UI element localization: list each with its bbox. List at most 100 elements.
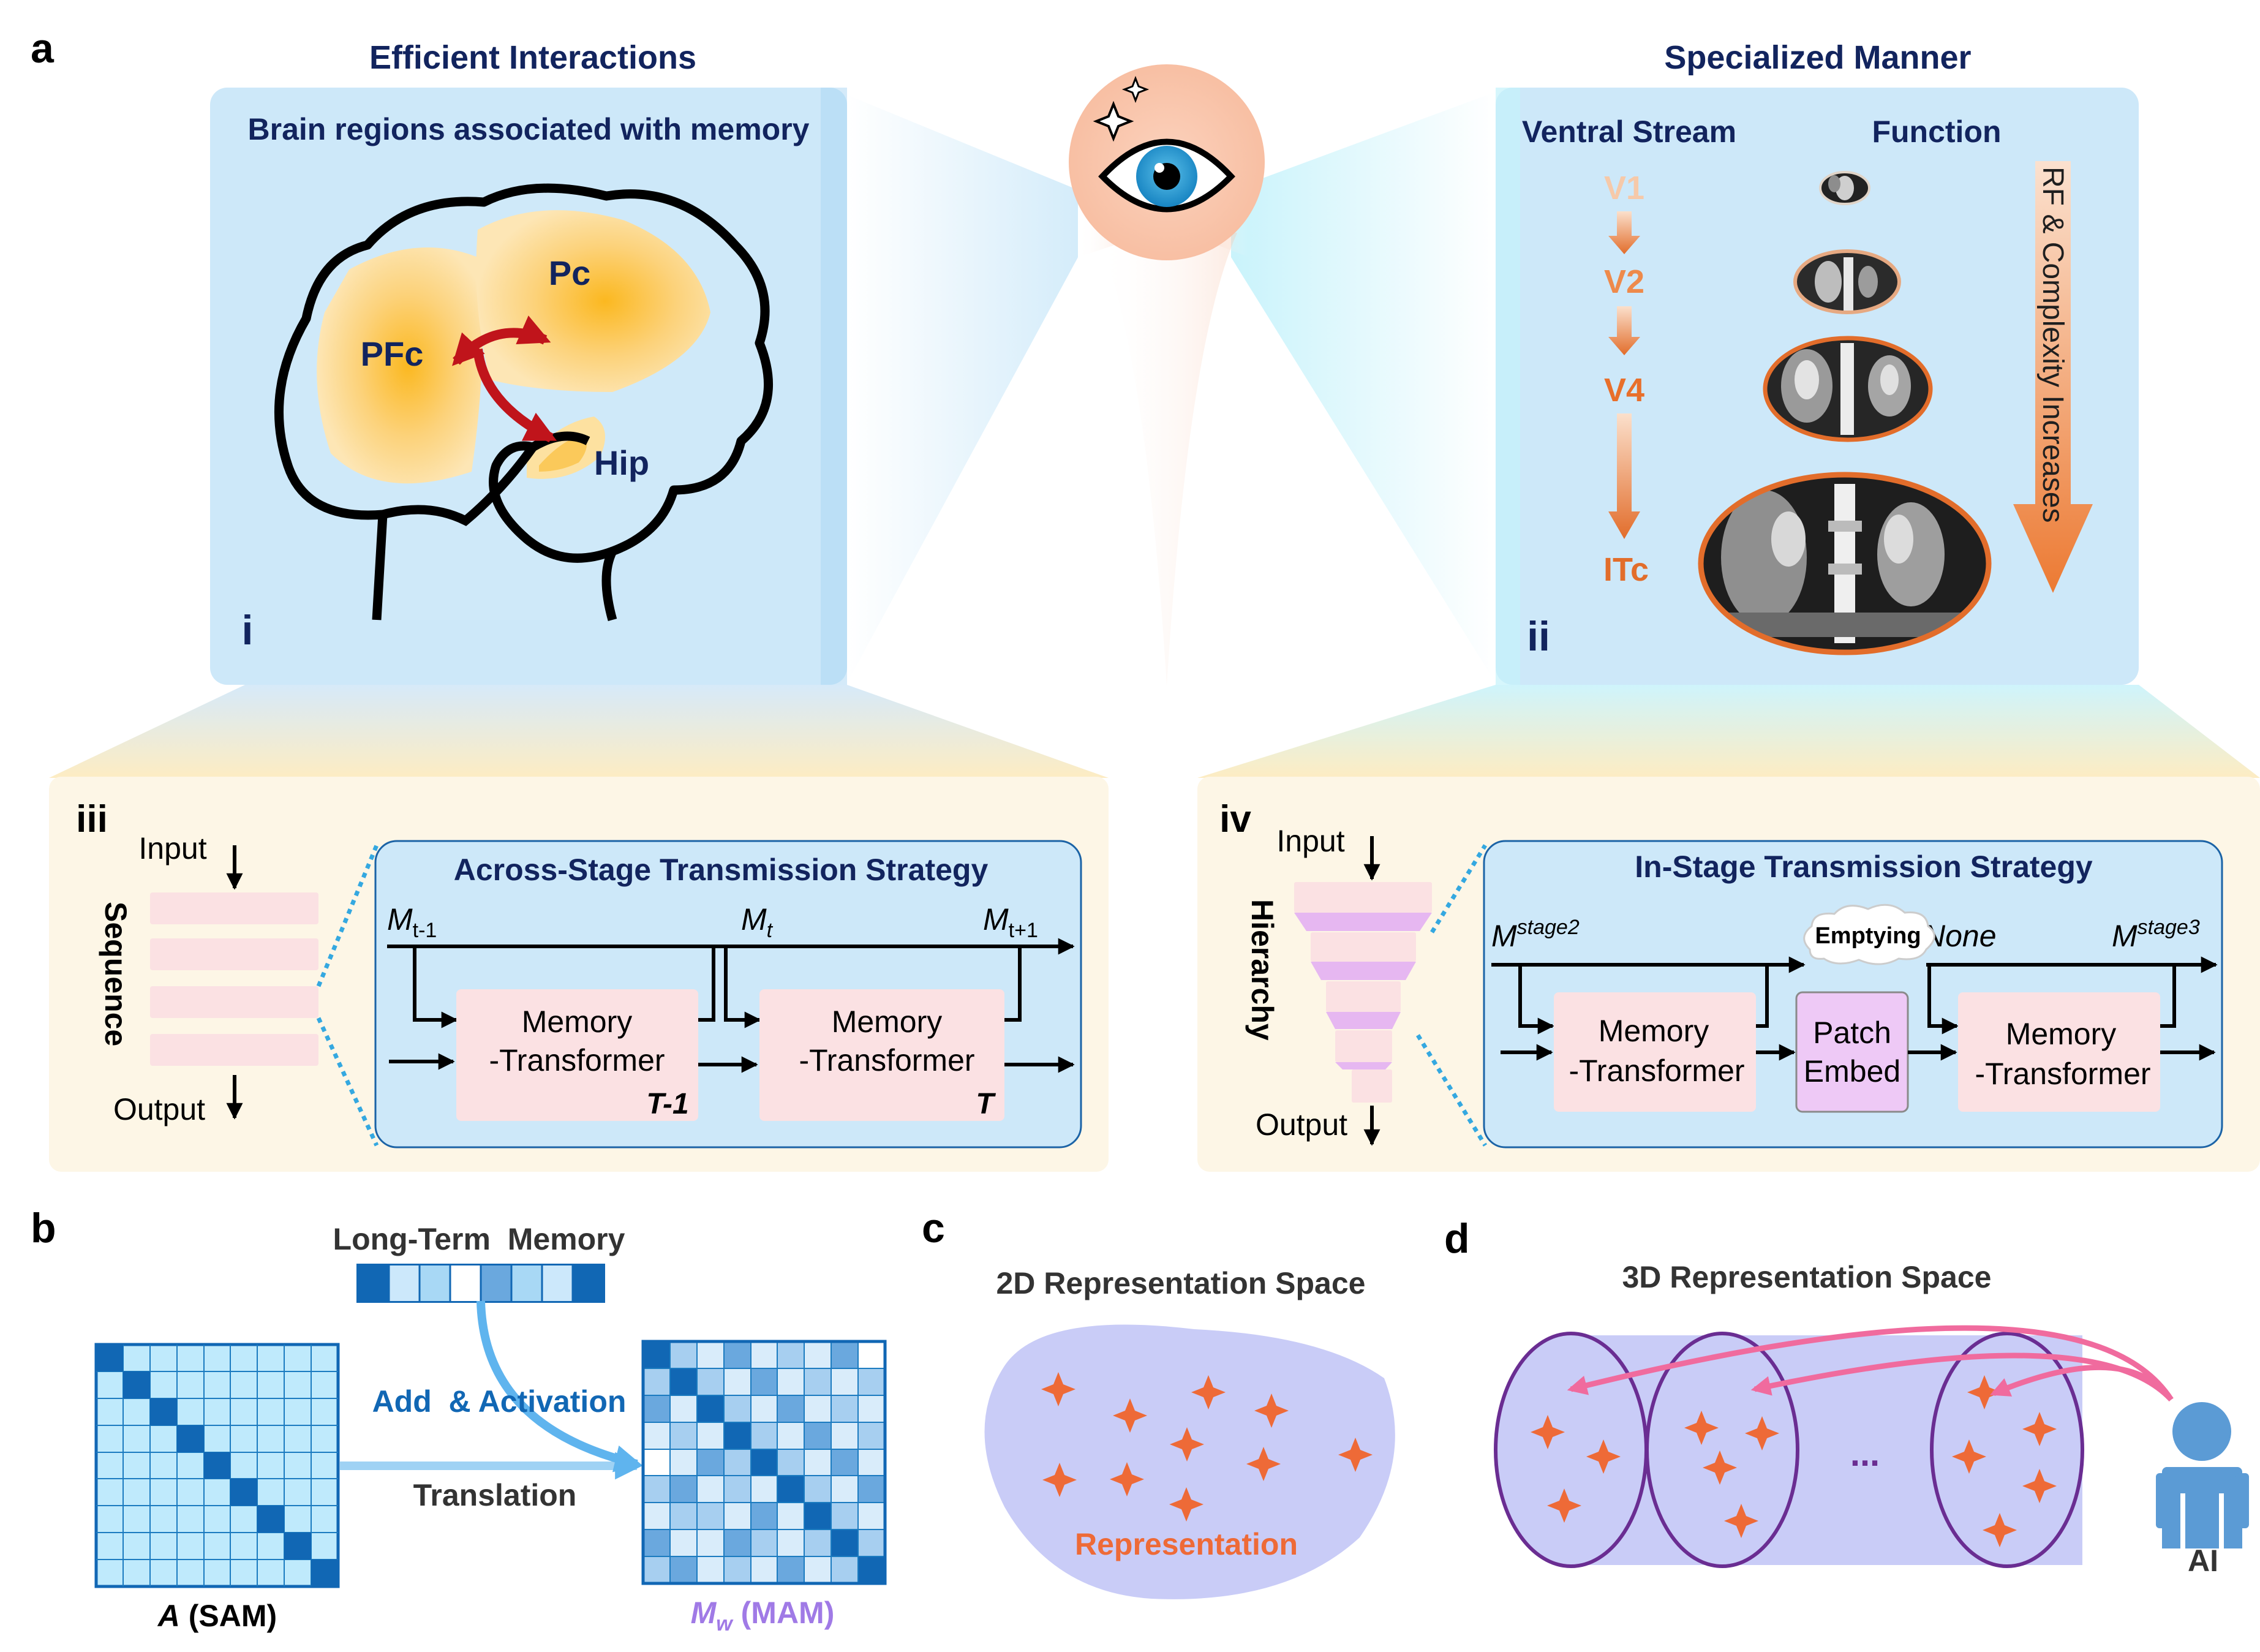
ai-person-icon — [2156, 1402, 2249, 1548]
hierarchy-block — [1311, 932, 1416, 962]
iii-m-cur: Mt — [741, 902, 774, 942]
iv-patch-line1: Patch — [1813, 1016, 1891, 1050]
hierarchy-block — [1294, 882, 1432, 913]
iii-sequence-stack — [150, 892, 318, 1066]
iii-block2-tag: T — [976, 1088, 996, 1120]
iv-patch-line2: Embed — [1804, 1054, 1900, 1088]
label-hip: Hip — [594, 443, 649, 482]
iv-memory-branch-2 — [1927, 965, 1959, 1035]
iii-output: Output — [113, 1092, 205, 1126]
label-pfc: PFc — [361, 334, 424, 373]
ventral-stages: V1 V2 V4 ITc — [1603, 170, 1649, 588]
rep-point — [1246, 1447, 1281, 1481]
rep-point — [1703, 1450, 1737, 1485]
iv-output: Output — [1256, 1107, 1347, 1142]
rep-point — [1952, 1439, 1986, 1474]
c-representation-points — [1041, 1372, 1373, 1522]
hierarchy-block — [1335, 1030, 1392, 1062]
d-ellipsis: ... — [1850, 1434, 1880, 1474]
brain-title: Brain regions associated with memory — [248, 112, 810, 146]
rep-point — [1338, 1438, 1373, 1472]
iv-patch-embed — [1795, 991, 1909, 1113]
rep-point — [1983, 1513, 2017, 1547]
c-title: 2D Representation Space — [996, 1266, 1366, 1300]
rep-point — [1547, 1488, 1581, 1523]
rep-point — [1042, 1463, 1077, 1497]
sequence-block — [150, 892, 318, 924]
header-efficient-interactions: Efficient Interactions — [369, 39, 696, 76]
eye-icon — [1069, 64, 1265, 260]
ct-image-v4 — [1763, 336, 1933, 442]
iii-block1-tag: T-1 — [646, 1088, 688, 1120]
ct-image-v2 — [1793, 249, 1901, 314]
iv-m-stage2: Mstage2 — [1491, 916, 1580, 953]
c-representation-space — [984, 1324, 1395, 1599]
emptying-label: Emptying — [1815, 923, 1921, 949]
iv-none-label: None — [1923, 919, 1997, 953]
mam-label: Mw (MAM) — [691, 1596, 835, 1635]
funnel-right-to-eye — [1231, 92, 1496, 683]
iv-memory-return-2 — [2159, 965, 2176, 1028]
iv-block1-line2: -Transformer — [1569, 1054, 1744, 1088]
iv-zoom-line-bottom — [1416, 1034, 1487, 1147]
complexity-arrow-label: RF & Complexity Increases — [2036, 167, 2069, 523]
brain-panel-edge — [821, 88, 847, 685]
rep-point — [1191, 1375, 1226, 1409]
ventral-panel-edge — [1496, 88, 1520, 685]
c-representation-label: Representation — [1075, 1527, 1298, 1561]
hip-region-core — [539, 435, 587, 472]
hierarchy-patch — [1335, 1062, 1392, 1069]
iii-block2-line1: Memory — [832, 1005, 943, 1039]
sam-matrix — [94, 1343, 340, 1588]
iii-block1-line1: Memory — [522, 1005, 633, 1039]
col-function: Function — [1872, 115, 2001, 149]
panel-label-c: c — [922, 1205, 945, 1251]
ai-arrow-1 — [1567, 1325, 2174, 1401]
d-title: 3D Representation Space — [1622, 1260, 1992, 1294]
brain-cerebellum-line — [489, 441, 614, 563]
mam-matrix — [641, 1340, 887, 1585]
rep-point — [1170, 1427, 1204, 1462]
sequence-block — [150, 1034, 318, 1066]
iii-strategy-title: Across-Stage Transmission Strategy — [454, 853, 989, 887]
ai-label: AI — [2188, 1544, 2218, 1578]
iv-block2-line2: -Transformer — [1975, 1057, 2150, 1091]
d-representation-points — [1531, 1375, 2057, 1547]
b-add-activation: Add & Activation — [372, 1384, 627, 1419]
hierarchy-patch — [1326, 1012, 1401, 1029]
b-long-term-memory: Long-Term Memory — [333, 1222, 625, 1256]
stage-v1: V1 — [1604, 170, 1644, 206]
iv-memory-branch-1 — [1518, 965, 1554, 1035]
ct-image-itc — [1698, 472, 1992, 655]
funnel-down-left — [49, 685, 1109, 778]
iii-memory-return-2 — [1004, 946, 1022, 1022]
d-slice-1 — [1494, 1332, 1648, 1568]
iii-memory-branch-1 — [413, 946, 458, 1028]
pfc-region — [317, 247, 483, 484]
rep-point — [1531, 1415, 1565, 1449]
ai-arrow-3 — [1990, 1364, 2174, 1401]
hierarchy-patch — [1311, 962, 1416, 980]
iv-block1-line1: Memory — [1599, 1014, 1709, 1048]
stage-arrow-2 — [1608, 306, 1640, 355]
header-specialized-manner: Specialized Manner — [1664, 39, 1971, 76]
panel-label-a: a — [31, 25, 55, 72]
sam-label: A (SAM) — [157, 1599, 277, 1633]
stage-v2: V2 — [1604, 263, 1644, 300]
iv-block2-line1: Memory — [2006, 1017, 2117, 1051]
brain-fissure — [382, 444, 537, 526]
funnel-left-to-eye — [847, 95, 1078, 683]
iii-memory-transformer-2 — [759, 989, 1004, 1121]
funnel-down-right — [1197, 685, 2260, 778]
rep-point — [1967, 1375, 2002, 1409]
complexity-arrow: RF & Complexity Increases — [2013, 161, 2093, 593]
iii-m-next: Mt+1 — [983, 902, 1038, 942]
iv-hierarchy-stack — [1294, 882, 1432, 1103]
iv-input: Input — [1276, 824, 1344, 858]
panel-label-iii: iii — [76, 798, 108, 840]
panel-label-i: i — [242, 607, 254, 654]
sequence-block — [150, 938, 318, 970]
iii-memory-return-1 — [698, 946, 715, 1022]
iv-strategy-title: In-Stage Transmission Strategy — [1635, 850, 2093, 884]
